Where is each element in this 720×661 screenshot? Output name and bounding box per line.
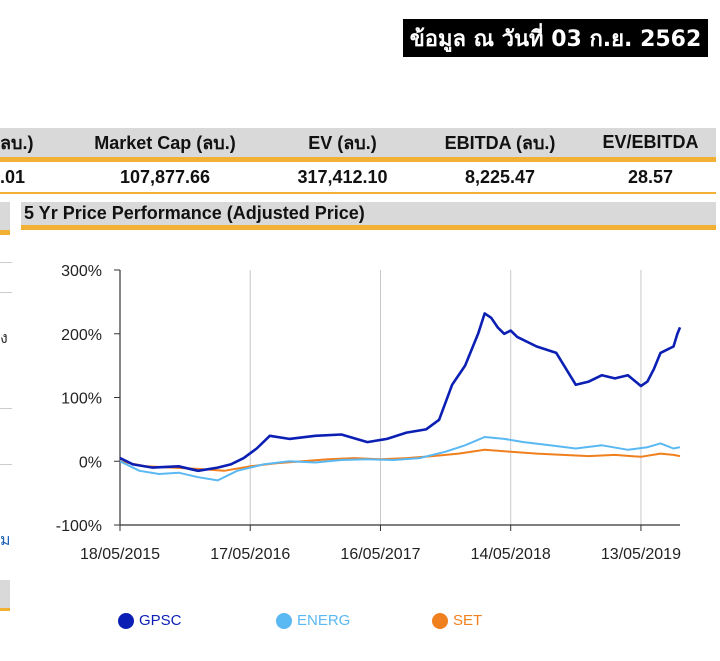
metrics-value-cell: 317,412.10	[297, 166, 388, 187]
metrics-header-cell: EBITDA (ลบ.)	[444, 133, 556, 153]
left-panel-divider	[0, 408, 12, 409]
metrics-value-cell: .01	[0, 166, 26, 187]
metrics-header-cell: Market Cap (ลบ.)	[94, 133, 236, 153]
chart-title-bar: 5 Yr Price Performance (Adjusted Price)	[21, 202, 716, 230]
x-tick-label: 16/05/2017	[340, 546, 420, 563]
y-tick-label: 200%	[61, 327, 102, 344]
legend-marker	[432, 612, 448, 629]
series-line-gpsc	[119, 312, 682, 473]
metrics-value-cell: 107,877.66	[119, 166, 211, 187]
chart-title: 5 Yr Price Performance (Adjusted Price)	[24, 203, 365, 223]
x-tick-label: 13/05/2019	[601, 546, 681, 563]
series-line-energ	[119, 436, 681, 482]
left-panel-footer	[0, 580, 10, 611]
metrics-value-cell: 28.57	[627, 166, 674, 187]
metrics-header-cell: EV/EBITDA	[602, 132, 699, 152]
legend-label: SET	[453, 612, 483, 629]
y-tick-label: 0%	[79, 454, 102, 471]
metrics-table: ลบ.) Market Cap (ลบ.) EV (ลบ.) EBITDA (ล…	[0, 128, 716, 194]
y-tick-label: 100%	[61, 391, 102, 408]
left-panel-divider	[0, 262, 12, 263]
legend-marker	[118, 612, 134, 629]
legend-marker	[276, 612, 292, 629]
metrics-value-row: .01 107,877.66 317,412.10 8,225.47 28.57	[0, 162, 716, 194]
metrics-header-row: ลบ.) Market Cap (ลบ.) EV (ลบ.) EBITDA (ล…	[0, 128, 716, 162]
x-tick-label: 18/05/2015	[80, 546, 160, 563]
y-tick-label: -100%	[56, 518, 102, 535]
x-tick-label: 17/05/2016	[210, 546, 290, 563]
legend-item-gpsc[interactable]: GPSC	[118, 612, 182, 629]
price-performance-chart: 18/05/2015 17/05/2016 16/05/2017 14/05/2018…	[56, 263, 682, 563]
legend-item-set[interactable]: SET	[432, 612, 482, 629]
legend-label: ENERG	[297, 612, 351, 629]
left-panel-fragment: ม	[0, 532, 11, 549]
legend-item-energ[interactable]: ENERG	[276, 612, 350, 629]
left-panel-divider	[0, 464, 12, 465]
legend-label: GPSC	[139, 612, 182, 629]
left-panel-fragment: ง	[0, 330, 8, 347]
left-panel-header	[0, 202, 10, 235]
metrics-header-cell: EV (ลบ.)	[308, 133, 377, 153]
data-date-badge: ข้อมูล ณ วันที่ 03 ก.ย. 2562	[403, 19, 708, 57]
left-panel-divider	[0, 292, 12, 293]
x-tick-label: 14/05/2018	[471, 546, 551, 563]
metrics-header-cell: ลบ.)	[0, 133, 34, 153]
metrics-value-cell: 8,225.47	[464, 166, 536, 187]
y-tick-label: 300%	[61, 263, 102, 280]
